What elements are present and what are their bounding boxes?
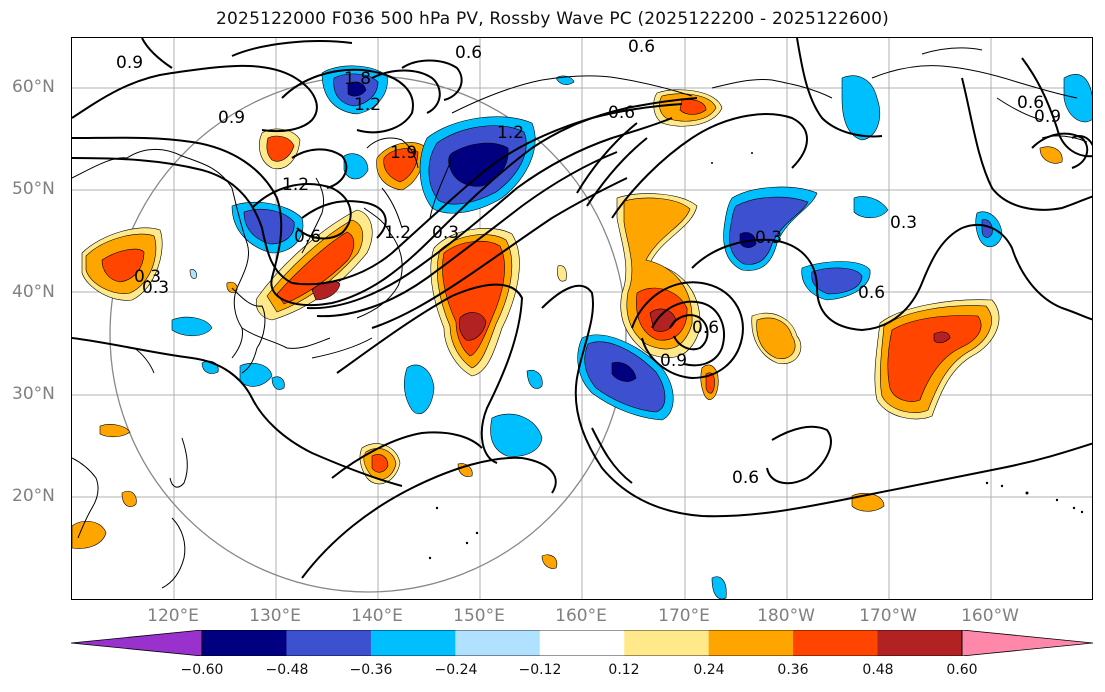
contour-label: 0.9 — [1034, 107, 1061, 127]
contour-label: 0.3 — [890, 213, 917, 233]
contour-label: 1.8 — [344, 69, 371, 89]
lon-label-160e: 160°E — [555, 606, 607, 626]
contour-label: 0.6 — [692, 318, 719, 338]
contour-label: 0.3 — [134, 267, 161, 287]
colorbar-tick: −0.24 — [434, 662, 478, 678]
contour-label: 0.6 — [732, 468, 759, 488]
contour-label: 0.3 — [142, 278, 169, 298]
lon-label-180w: 180°W — [757, 606, 815, 626]
colorbar-tick: −0.36 — [349, 662, 393, 678]
contour-label: 0.9 — [218, 108, 245, 128]
contour-label: 0.6 — [628, 38, 655, 57]
lat-label-50n: 50°N — [12, 179, 55, 199]
contour-label: 1.2 — [497, 123, 524, 143]
pv-contours — [72, 38, 1092, 579]
contour-label: 0.9 — [116, 53, 143, 73]
colorbar-tick: −0.60 — [180, 662, 224, 678]
lat-label-60n: 60°N — [12, 77, 55, 97]
contour-labels: 0.9 0.6 0.6 1.8 1.2 0.9 1.2 1.9 1.2 0.6 … — [116, 38, 1061, 488]
lon-label-150e: 150°E — [453, 606, 505, 626]
colorbar-segments — [71, 630, 1093, 656]
colorbar-bin — [793, 630, 879, 656]
colorbar-tick: −0.12 — [518, 662, 562, 678]
lon-label-120e: 120°E — [147, 606, 199, 626]
colorbar-bin — [455, 630, 541, 656]
colorbar-tick: 0.12 — [608, 662, 640, 678]
colorbar-extend-low — [71, 630, 202, 656]
lat-label-30n: 30°N — [12, 384, 55, 404]
colorbar-bin — [370, 630, 456, 656]
contour-label: 0.6 — [858, 283, 885, 303]
contour-label: 0.6 — [1017, 93, 1044, 113]
colorbar-bin — [539, 630, 625, 656]
lat-label-20n: 20°N — [12, 486, 55, 506]
lon-label-130e: 130°E — [249, 606, 301, 626]
contour-label: 0.3 — [432, 223, 459, 243]
map-title: 2025122000 F036 500 hPa PV, Rossby Wave … — [216, 9, 889, 29]
colorbar-bin — [624, 630, 710, 656]
lon-label-170e: 170°E — [658, 606, 710, 626]
colorbar-tick: 0.48 — [862, 662, 894, 678]
colorbar-tick: −0.48 — [265, 662, 309, 678]
contour-label: 1.2 — [354, 95, 381, 115]
contour-label: 0.6 — [294, 227, 321, 247]
colorbar — [71, 630, 1093, 656]
contour-label: 0.6 — [455, 43, 482, 63]
colorbar-tick: 0.36 — [777, 662, 809, 678]
lon-label-140e: 140°E — [351, 606, 403, 626]
lon-label-160w: 160°W — [961, 606, 1019, 626]
contour-label: 0.9 — [660, 351, 687, 371]
contour-label: 1.9 — [390, 143, 417, 163]
contour-label: 1.2 — [384, 223, 411, 243]
lat-label-40n: 40°N — [12, 282, 55, 302]
contour-label: 1.2 — [282, 175, 309, 195]
map-canvas: 0.9 0.6 0.6 1.8 1.2 0.9 1.2 1.9 1.2 0.6 … — [72, 38, 1092, 599]
contour-label: 0.3 — [755, 228, 782, 248]
islands — [428, 152, 1084, 560]
map-panel: 0.9 0.6 0.6 1.8 1.2 0.9 1.2 1.9 1.2 0.6 … — [71, 37, 1093, 600]
colorbar-bin — [286, 630, 372, 656]
colorbar-extend-high — [962, 630, 1093, 656]
colorbar-tick: 0.60 — [946, 662, 978, 678]
colorbar-bin — [877, 630, 963, 656]
colorbar-tick: 0.24 — [693, 662, 725, 678]
colorbar-bin — [708, 630, 794, 656]
lon-label-170w: 170°W — [859, 606, 917, 626]
colorbar-bin — [202, 630, 287, 656]
contour-label: 0.6 — [608, 103, 635, 123]
